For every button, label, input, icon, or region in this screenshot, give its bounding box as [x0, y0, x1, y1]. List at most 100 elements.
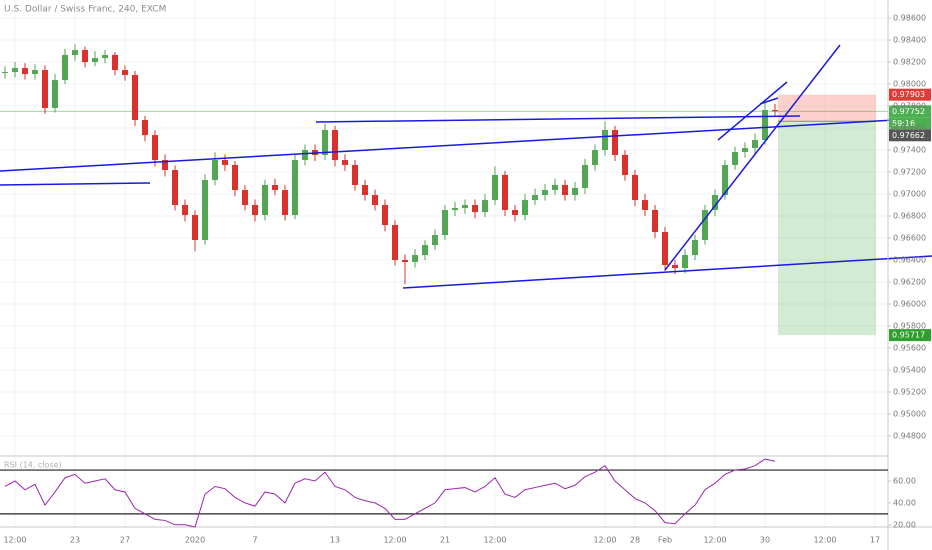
candle-body	[542, 190, 548, 195]
entry-badge: 0.97662	[892, 131, 925, 140]
candle-body	[612, 130, 618, 155]
y-tick-label: 0.97200	[893, 168, 926, 177]
candle-body	[662, 231, 668, 265]
candle-body	[692, 239, 698, 256]
candle-body	[272, 184, 278, 191]
candle-body	[422, 245, 428, 256]
x-tick-label: 12:00	[593, 536, 616, 545]
entry-badge-bg	[889, 129, 931, 142]
stop-badge: 0.97903	[892, 90, 925, 99]
candle-body	[582, 164, 588, 188]
y-tick-label: 0.98600	[893, 14, 926, 23]
candle-body	[132, 75, 138, 120]
candle-body	[62, 54, 68, 81]
candle-body	[602, 130, 608, 151]
x-tick-label: Feb	[658, 536, 672, 545]
candle-body	[362, 184, 368, 195]
candle-body	[392, 225, 398, 260]
candle-body	[482, 200, 488, 213]
candle-body	[682, 255, 688, 269]
candle-body	[252, 205, 258, 216]
y-tick-label: 0.97400	[893, 146, 926, 155]
trend-line[interactable]	[664, 44, 841, 271]
candle-body	[202, 180, 208, 240]
candle-body	[622, 154, 628, 175]
last-price-badge: 0.97752	[892, 107, 925, 116]
y-tick-label: 0.98200	[893, 58, 926, 67]
trend-line[interactable]	[0, 119, 896, 172]
trend-line[interactable]	[717, 81, 788, 141]
candle-body	[462, 205, 468, 208]
trend-line[interactable]	[402, 255, 932, 289]
candle-body	[472, 205, 478, 213]
candle-body	[102, 54, 108, 59]
countdown-badge-bg	[889, 117, 931, 130]
target-zone	[778, 121, 876, 336]
candle-body	[712, 195, 718, 210]
y-tick-label: 0.96800	[893, 212, 926, 221]
trend-lines[interactable]	[0, 44, 932, 289]
rsi-y-tick-label: 40.00	[893, 498, 916, 507]
stop-badge-bg	[889, 88, 931, 101]
candle-body	[152, 135, 158, 161]
candle-body	[232, 164, 238, 191]
candle-body	[632, 174, 638, 201]
x-tick-label: 2020	[185, 536, 205, 545]
candle-body	[292, 160, 298, 216]
x-tick-label: 12:00	[483, 536, 506, 545]
x-tick-label: 12:00	[813, 536, 836, 545]
candle-body	[742, 148, 748, 152]
candle-body	[352, 164, 358, 185]
y-tick-label: 0.97000	[893, 190, 926, 199]
x-tick-label: 12:00	[703, 536, 726, 545]
candle-body	[22, 68, 28, 75]
candle-body	[32, 70, 38, 75]
y-tick-label: 0.94800	[893, 431, 926, 440]
candle-body	[112, 54, 118, 71]
rsi-line	[4, 458, 776, 528]
trend-line[interactable]	[0, 182, 151, 186]
candle-body	[502, 174, 508, 210]
x-tick-label: 28	[630, 536, 640, 545]
candle-body	[2, 72, 8, 74]
candle-body	[222, 160, 228, 165]
candle-body	[452, 207, 458, 210]
candle-body	[552, 184, 558, 191]
candle-body	[402, 260, 408, 262]
candle-body	[732, 151, 738, 165]
candle-body	[642, 200, 648, 210]
trend-line[interactable]	[315, 115, 801, 123]
candle-body	[142, 119, 148, 136]
stop-zone	[778, 94, 876, 122]
rsi-y-tick-label: 60.00	[893, 477, 916, 486]
candle-body	[92, 58, 98, 63]
y-tick-label: 0.95600	[893, 343, 926, 352]
position-tool[interactable]	[778, 94, 876, 336]
candle-body	[672, 264, 678, 269]
candle-body	[122, 70, 128, 76]
candle-body	[12, 68, 18, 73]
candle-body	[522, 200, 528, 216]
candle-body	[182, 205, 188, 216]
candle-body	[282, 190, 288, 216]
x-tick-label: 21	[440, 536, 450, 545]
candle-body	[322, 130, 328, 155]
candle-body	[652, 209, 658, 232]
candle-body	[192, 215, 198, 240]
candle-body	[342, 160, 348, 165]
candle-body	[432, 235, 438, 246]
candle-body	[572, 187, 578, 195]
y-tick-label: 0.95400	[893, 365, 926, 374]
trend-line[interactable]	[759, 97, 779, 105]
x-tick-label: 12:00	[383, 536, 406, 545]
y-tick-label: 0.96200	[893, 277, 926, 286]
y-tick-label: 0.96000	[893, 299, 926, 308]
y-tick-label: 0.95200	[893, 387, 926, 396]
y-tick-label: 0.98400	[893, 36, 926, 45]
candle-body	[752, 140, 758, 149]
candle-body	[762, 109, 768, 141]
y-tick-label: 0.97600	[893, 124, 926, 133]
y-tick-label: 0.96600	[893, 234, 926, 243]
candle-body	[412, 255, 418, 262]
x-tick-label: 27	[120, 536, 130, 545]
